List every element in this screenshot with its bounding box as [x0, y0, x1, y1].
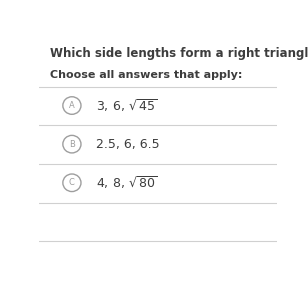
- Text: B: B: [69, 140, 75, 149]
- Text: Choose all answers that apply:: Choose all answers that apply:: [51, 71, 243, 81]
- Text: C: C: [69, 178, 75, 187]
- Text: $4,\,8,\,\sqrt{80}$: $4,\,8,\,\sqrt{80}$: [96, 174, 158, 191]
- Text: A: A: [69, 101, 75, 110]
- Text: $3,\,6,\,\sqrt{45}$: $3,\,6,\,\sqrt{45}$: [96, 97, 158, 114]
- Text: 2.5, 6, 6.5: 2.5, 6, 6.5: [96, 138, 160, 151]
- Text: Which side lengths form a right triangle?: Which side lengths form a right triangle…: [51, 47, 308, 60]
